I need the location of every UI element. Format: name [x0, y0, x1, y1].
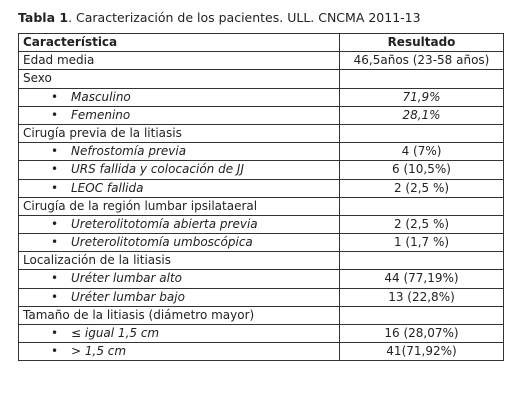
table-row: Edad media 46,5años (23-58 años) [18, 51, 504, 71]
column-header: Característica [18, 32, 340, 53]
value-cell [339, 196, 504, 216]
table: Característica Resultado Edad media 46,5a… [18, 32, 504, 362]
value-cell [339, 69, 504, 89]
value-cell: 71,9% [339, 87, 504, 107]
value-cell: 16 (28,07%) [339, 323, 504, 344]
caption: Tabla 1. Caracterización de los paciente… [18, 10, 421, 25]
value-cell: 13 (22,8%) [339, 287, 504, 307]
table-row: URS fallida y colocación de JJ6 (10,5%) [18, 160, 504, 180]
column-header: Resultado [339, 32, 504, 53]
value-cell: 44 (77,19%) [339, 269, 504, 289]
value-cell [339, 123, 504, 144]
value-cell: 6 (10,5%) [339, 160, 504, 180]
row-label: Cirugía de la región lumbar ipsilataeral [18, 196, 340, 216]
table-row: Sexo [18, 69, 504, 89]
table-row: Tamaño de la litiasis (diámetro mayor) [18, 305, 504, 326]
header-row: Característica Resultado [18, 32, 504, 53]
value-cell: 2 (2,5 %) [339, 178, 504, 198]
row-label: Localización de la litiasis [18, 251, 340, 271]
row-label: Edad media [18, 51, 340, 71]
item-label: Masculino [18, 87, 340, 107]
table-row: Cirugía de la región lumbar ipsilataeral [18, 196, 504, 216]
item-label: Ureterolitotomía umboscópica [18, 233, 340, 253]
value-cell: 1 (1,7 %) [339, 233, 504, 253]
value-cell: 4 (7%) [339, 142, 504, 162]
item-label: Uréter lumbar alto [18, 269, 340, 289]
value-cell [339, 251, 504, 271]
value-cell [339, 305, 504, 326]
item-label: Uréter lumbar bajo [18, 287, 340, 307]
value-cell: 46,5años (23-58 años) [339, 51, 504, 71]
item-label: URS fallida y colocación de JJ [18, 160, 340, 180]
row-label: Tamaño de la litiasis (diámetro mayor) [18, 305, 340, 326]
value-cell: 2 (2,5 %) [339, 214, 504, 235]
item-label: Nefrostomía previa [18, 142, 340, 162]
caption-bold: Tabla 1 [18, 10, 69, 25]
item-label: Ureterolitotomía abierta previa [18, 214, 340, 235]
table-row: Localización de la litiasis [18, 251, 504, 271]
item-label: ≤ igual 1,5 cm [18, 323, 340, 344]
row-label: Sexo [18, 69, 340, 89]
table-row: Cirugía previa de la litiasis [18, 123, 504, 144]
value-cell: 41(71,92%) [339, 342, 504, 362]
item-label: Femenino [18, 105, 340, 125]
item-label: > 1,5 cm [18, 342, 340, 362]
item-label: LEOC fallida [18, 178, 340, 198]
caption-text: . Caracterización de los pacientes. ULL.… [68, 10, 421, 25]
value-cell: 28,1% [339, 105, 504, 125]
row-label: Cirugía previa de la litiasis [18, 123, 340, 144]
